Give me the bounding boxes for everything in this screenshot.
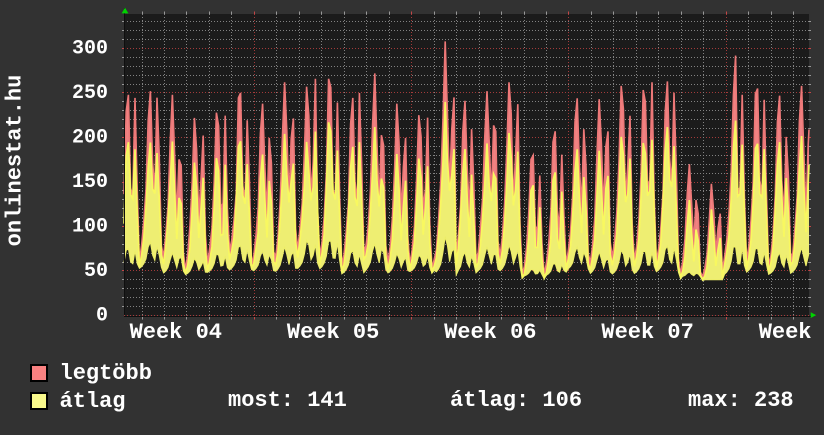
svg-text:100: 100 [72,216,108,239]
svg-text:Week 07: Week 07 [601,320,693,345]
svg-text:Week 05: Week 05 [287,320,379,345]
svg-text:átlag: 106: átlag: 106 [450,388,582,413]
svg-text:200: 200 [72,127,108,150]
svg-text:Week 04: Week 04 [130,320,222,345]
svg-text:onlinestat.hu: onlinestat.hu [3,75,28,247]
svg-text:most: 141: most: 141 [228,388,347,413]
svg-text:150: 150 [72,171,108,194]
svg-text:300: 300 [72,38,108,61]
svg-text:Week 08: Week 08 [759,320,824,345]
svg-text:max: 238: max: 238 [688,388,794,413]
svg-text:0: 0 [96,305,108,328]
svg-text:50: 50 [84,260,108,283]
svg-text:átlag: átlag [60,389,126,414]
svg-text:legtöbb: legtöbb [60,361,152,386]
svg-text:Week 06: Week 06 [444,320,536,345]
svg-text:250: 250 [72,82,108,105]
